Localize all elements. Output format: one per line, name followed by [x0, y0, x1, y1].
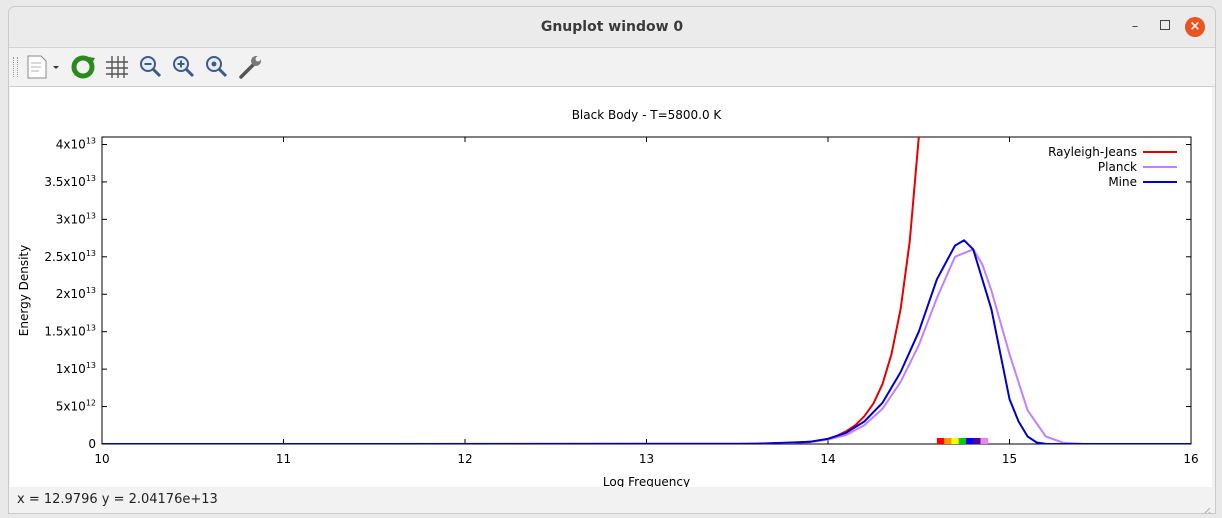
toolbar	[9, 48, 1215, 87]
y-tick-exponent: 12	[86, 399, 96, 408]
x-axis-label: Log Frequency	[603, 475, 690, 487]
legend-label: Planck	[1098, 160, 1137, 174]
series-line-planck	[102, 248, 1191, 444]
y-tick-exponent: 13	[86, 361, 96, 370]
y-tick-exponent: 13	[86, 324, 96, 333]
spectrum-band-segment	[965, 438, 974, 444]
chart-title: Black Body - T=5800.0 K	[572, 108, 723, 122]
grid-icon[interactable]	[103, 53, 131, 81]
series-group	[102, 137, 1191, 444]
y-tick-label: 4x1013	[56, 136, 96, 151]
gnuplot-window: Gnuplot window 0 – ×	[8, 6, 1216, 514]
y-tick-exponent: 13	[86, 249, 96, 258]
spectrum-band-segment	[980, 438, 989, 444]
replot-icon[interactable]	[69, 53, 97, 81]
plot-border	[101, 136, 1192, 445]
spectrum-band-segment	[973, 438, 981, 444]
spectrum-band-segment	[944, 438, 952, 444]
spectrum-band-segment	[936, 438, 945, 444]
y-tick-exponent: 13	[86, 136, 96, 145]
status-bar: x = 12.9796 y = 2.04176e+13	[9, 487, 1215, 513]
legend-label: Rayleigh-Jeans	[1048, 145, 1137, 159]
y-tick-exponent: 13	[86, 286, 96, 295]
x-tick-label: 12	[457, 452, 472, 466]
maximize-icon[interactable]	[1155, 17, 1175, 37]
title-bar: Gnuplot window 0 – ×	[9, 7, 1215, 48]
y-tick-label: 3x1013	[56, 211, 96, 226]
toolbar-grip[interactable]	[13, 57, 18, 77]
y-tick-exponent: 13	[86, 174, 96, 183]
y-tick-label: 1x1013	[56, 361, 96, 376]
y-tick-label: 2.5x1013	[44, 249, 96, 264]
series-line-mine	[102, 239, 1191, 444]
legend-label: Mine	[1108, 175, 1137, 189]
zoom-out-icon[interactable]	[137, 53, 165, 81]
settings-icon[interactable]	[236, 53, 264, 81]
x-tick-label: 13	[639, 452, 654, 466]
series-line-rayleigh-jeans	[102, 137, 920, 444]
y-tick-label: 1.5x1013	[44, 324, 96, 339]
cursor-coordinates: x = 12.9796 y = 2.04176e+13	[17, 492, 218, 507]
zoom-in-icon[interactable]	[170, 53, 198, 81]
close-icon[interactable]: ×	[1185, 17, 1205, 37]
x-tick-label: 11	[276, 452, 291, 466]
y-tick-exponent: 13	[86, 211, 96, 220]
y-tick-label: 2x1013	[56, 286, 96, 301]
y-tick-label: 5x1012	[56, 399, 96, 414]
export-icon[interactable]	[23, 53, 59, 81]
x-tick-label: 15	[1002, 452, 1017, 466]
window-title: Gnuplot window 0	[540, 19, 684, 35]
x-tick-label: 16	[1183, 452, 1198, 466]
x-tick-label: 10	[94, 452, 109, 466]
minimize-icon[interactable]: –	[1131, 19, 1139, 34]
y-tick-label: 3.5x1013	[44, 174, 96, 189]
resize-grip-icon[interactable]	[1201, 501, 1211, 513]
y-tick-label: 0	[88, 437, 96, 451]
y-axis-label: Energy Density	[17, 245, 31, 336]
spectrum-band-segment	[951, 438, 960, 444]
plot-canvas: Black Body - T=5800.0 K 10 11 12 13 14 15 16 0 5x…	[17, 108, 1199, 489]
plot-area[interactable]: Black Body - T=5800.0 K 10 11 12 13 14 15 16 0 5x…	[10, 86, 1212, 489]
zoom-reset-icon[interactable]	[203, 53, 231, 81]
spectrum-band-segment	[958, 438, 967, 444]
x-tick-label: 14	[820, 452, 835, 466]
